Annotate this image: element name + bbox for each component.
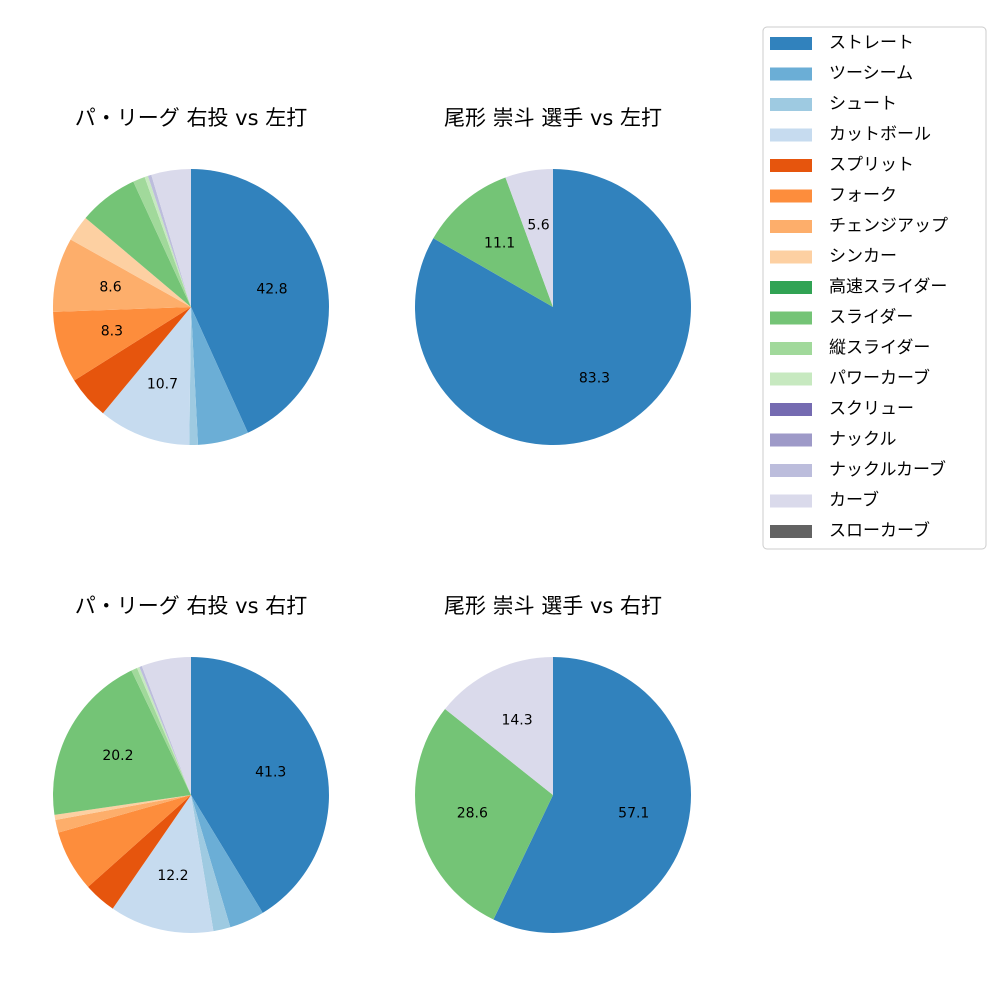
legend-swatch-4: [770, 128, 812, 142]
chart-title-1: パ・リーグ 右投 vs 左打: [75, 106, 307, 130]
pie-slice-1-11: [144, 175, 191, 307]
pie-slice-3-3: [191, 795, 231, 932]
legend-swatch-10: [770, 311, 812, 325]
pie-chart-3: パ・リーグ 右投 vs 右打 41.3 12.2 20.2: [53, 594, 329, 933]
pie-slice-3-10: [131, 668, 191, 795]
pie-slice-1-6: [53, 307, 191, 381]
pie-label-1-6: 8.3: [101, 323, 123, 339]
pie-label-2-1: 83.3: [579, 371, 610, 387]
legend-label-16: カーブ: [829, 490, 879, 511]
pie-slice-3-5: [88, 795, 191, 909]
legend-label-15: ナックルカーブ: [829, 459, 946, 480]
pie-slice-4-1: [493, 657, 692, 933]
pie-slice-3-12: [139, 666, 191, 795]
legend-label-11: 縦スライダー: [829, 338, 930, 358]
legend-frame: [762, 26, 987, 550]
pie-slice-1-13: [151, 169, 191, 307]
legend: ストレートツーシームシュートカットボールスプリットフォークチェンジアップシンカー…: [762, 26, 987, 550]
legend-swatch-9: [770, 281, 812, 294]
legend-label-9: 高速スライダー: [829, 277, 947, 297]
pie-slice-1-4: [102, 307, 191, 445]
pie-slice-2-1: [414, 169, 691, 446]
legend-label-17: スローカーブ: [829, 520, 930, 541]
legend-label-2: ツーシーム: [829, 64, 913, 84]
legend-swatch-11: [770, 342, 812, 355]
pie-labels-1: 42.8 10.7 8.3 8.6: [99, 279, 287, 392]
legend-swatch-1: [770, 37, 812, 50]
pie-label-4-3: 14.3: [501, 712, 532, 728]
legend-swatch-16: [770, 494, 812, 508]
legend-swatch-3: [770, 98, 812, 111]
chart-title-2: 尾形 崇斗 選手 vs 左打: [444, 106, 662, 130]
pie-label-4-1: 57.1: [618, 805, 649, 821]
pie-chart-4: 尾形 崇斗 選手 vs 右打 57.1 28.6 14.3: [415, 594, 692, 933]
pie-slice-1-8: [70, 217, 191, 307]
pie-slice-3-13: [141, 657, 191, 795]
legend-swatch-15: [770, 464, 812, 477]
pie-label-1-1: 42.8: [256, 282, 287, 298]
legend-label-6: フォーク: [829, 186, 897, 206]
legend-swatch-8: [770, 250, 812, 264]
pie-chart-2: 尾形 崇斗 選手 vs 左打 83.3 11.1 5.6: [414, 106, 691, 446]
legend-label-8: シンカー: [829, 247, 897, 267]
legend-swatch-17: [770, 525, 812, 538]
pie-slice-3-9: [53, 670, 191, 815]
legend-label-12: パワーカーブ: [829, 368, 930, 389]
pie-slice-3-8: [54, 795, 191, 821]
pie-slice-1-3: [189, 307, 198, 446]
pie-slices-3: [53, 657, 329, 933]
pie-slice-1-12: [147, 174, 191, 307]
legend-swatch-2: [770, 67, 812, 81]
legend-label-5: スプリット: [829, 155, 914, 175]
legend-label-13: スクリュー: [829, 399, 914, 419]
pie-chart-1: パ・リーグ 右投 vs 左打 42.8 10.7 8.3 8.6: [52, 106, 330, 446]
legend-label-14: ナックル: [829, 430, 897, 450]
pie-slice-2-2: [433, 177, 553, 307]
legend-swatch-13: [770, 403, 812, 416]
legend-label-4: カットボール: [829, 125, 931, 145]
pie-labels-4: 57.1 28.6 14.3: [457, 712, 650, 821]
pie-labels-3: 41.3 12.2 20.2: [102, 748, 286, 884]
pie-slice-4-2: [415, 709, 553, 920]
pie-slice-1-1: [191, 169, 330, 433]
chart-title-4: 尾形 崇斗 選手 vs 右打: [444, 594, 662, 618]
pie-slices-1: [52, 169, 330, 446]
legend-label-3: シュート: [829, 94, 897, 114]
pie-slice-3-1: [191, 657, 329, 913]
chart-title-3: パ・リーグ 右投 vs 右打: [75, 594, 307, 618]
legend-swatch-14: [770, 433, 812, 447]
legend-entries: ストレートツーシームシュートカットボールスプリットフォークチェンジアップシンカー…: [770, 33, 948, 541]
legend-swatch-7: [770, 220, 812, 233]
pie-label-2-3: 5.6: [527, 217, 549, 233]
pie-label-3-1: 41.3: [255, 765, 286, 781]
pie-slice-3-4: [112, 795, 214, 933]
legend-swatch-6: [770, 189, 812, 203]
pie-label-1-4: 10.7: [147, 377, 178, 393]
pie-label-1-7: 8.6: [99, 279, 121, 295]
pie-labels-2: 83.3 11.1 5.6: [484, 217, 610, 386]
pie-label-2-2: 11.1: [484, 236, 515, 252]
legend-swatch-5: [770, 159, 812, 172]
pie-slice-3-2: [191, 795, 263, 928]
legend-label-7: チェンジアップ: [829, 216, 948, 236]
pie-slices-2: [414, 169, 691, 446]
pie-label-3-4: 12.2: [157, 868, 188, 884]
pie-slice-1-2: [191, 307, 248, 445]
pie-label-4-2: 28.6: [457, 806, 488, 822]
pie-slice-3-7: [55, 795, 191, 833]
pie-slices-4: [415, 657, 692, 933]
pie-slice-3-11: [136, 667, 191, 795]
pie-slice-4-3: [445, 657, 553, 795]
pie-slice-1-7: [52, 239, 192, 312]
pie-slice-1-10: [133, 177, 191, 307]
pie-label-3-9: 20.2: [102, 748, 133, 764]
pie-slice-3-6: [58, 795, 191, 887]
legend-swatch-12: [770, 372, 812, 386]
pie-slice-2-3: [505, 169, 553, 307]
legend-label-10: スライダー: [829, 308, 913, 328]
pie-slice-1-5: [74, 307, 191, 414]
pie-slice-1-9: [85, 181, 191, 307]
legend-label-1: ストレート: [829, 33, 914, 53]
